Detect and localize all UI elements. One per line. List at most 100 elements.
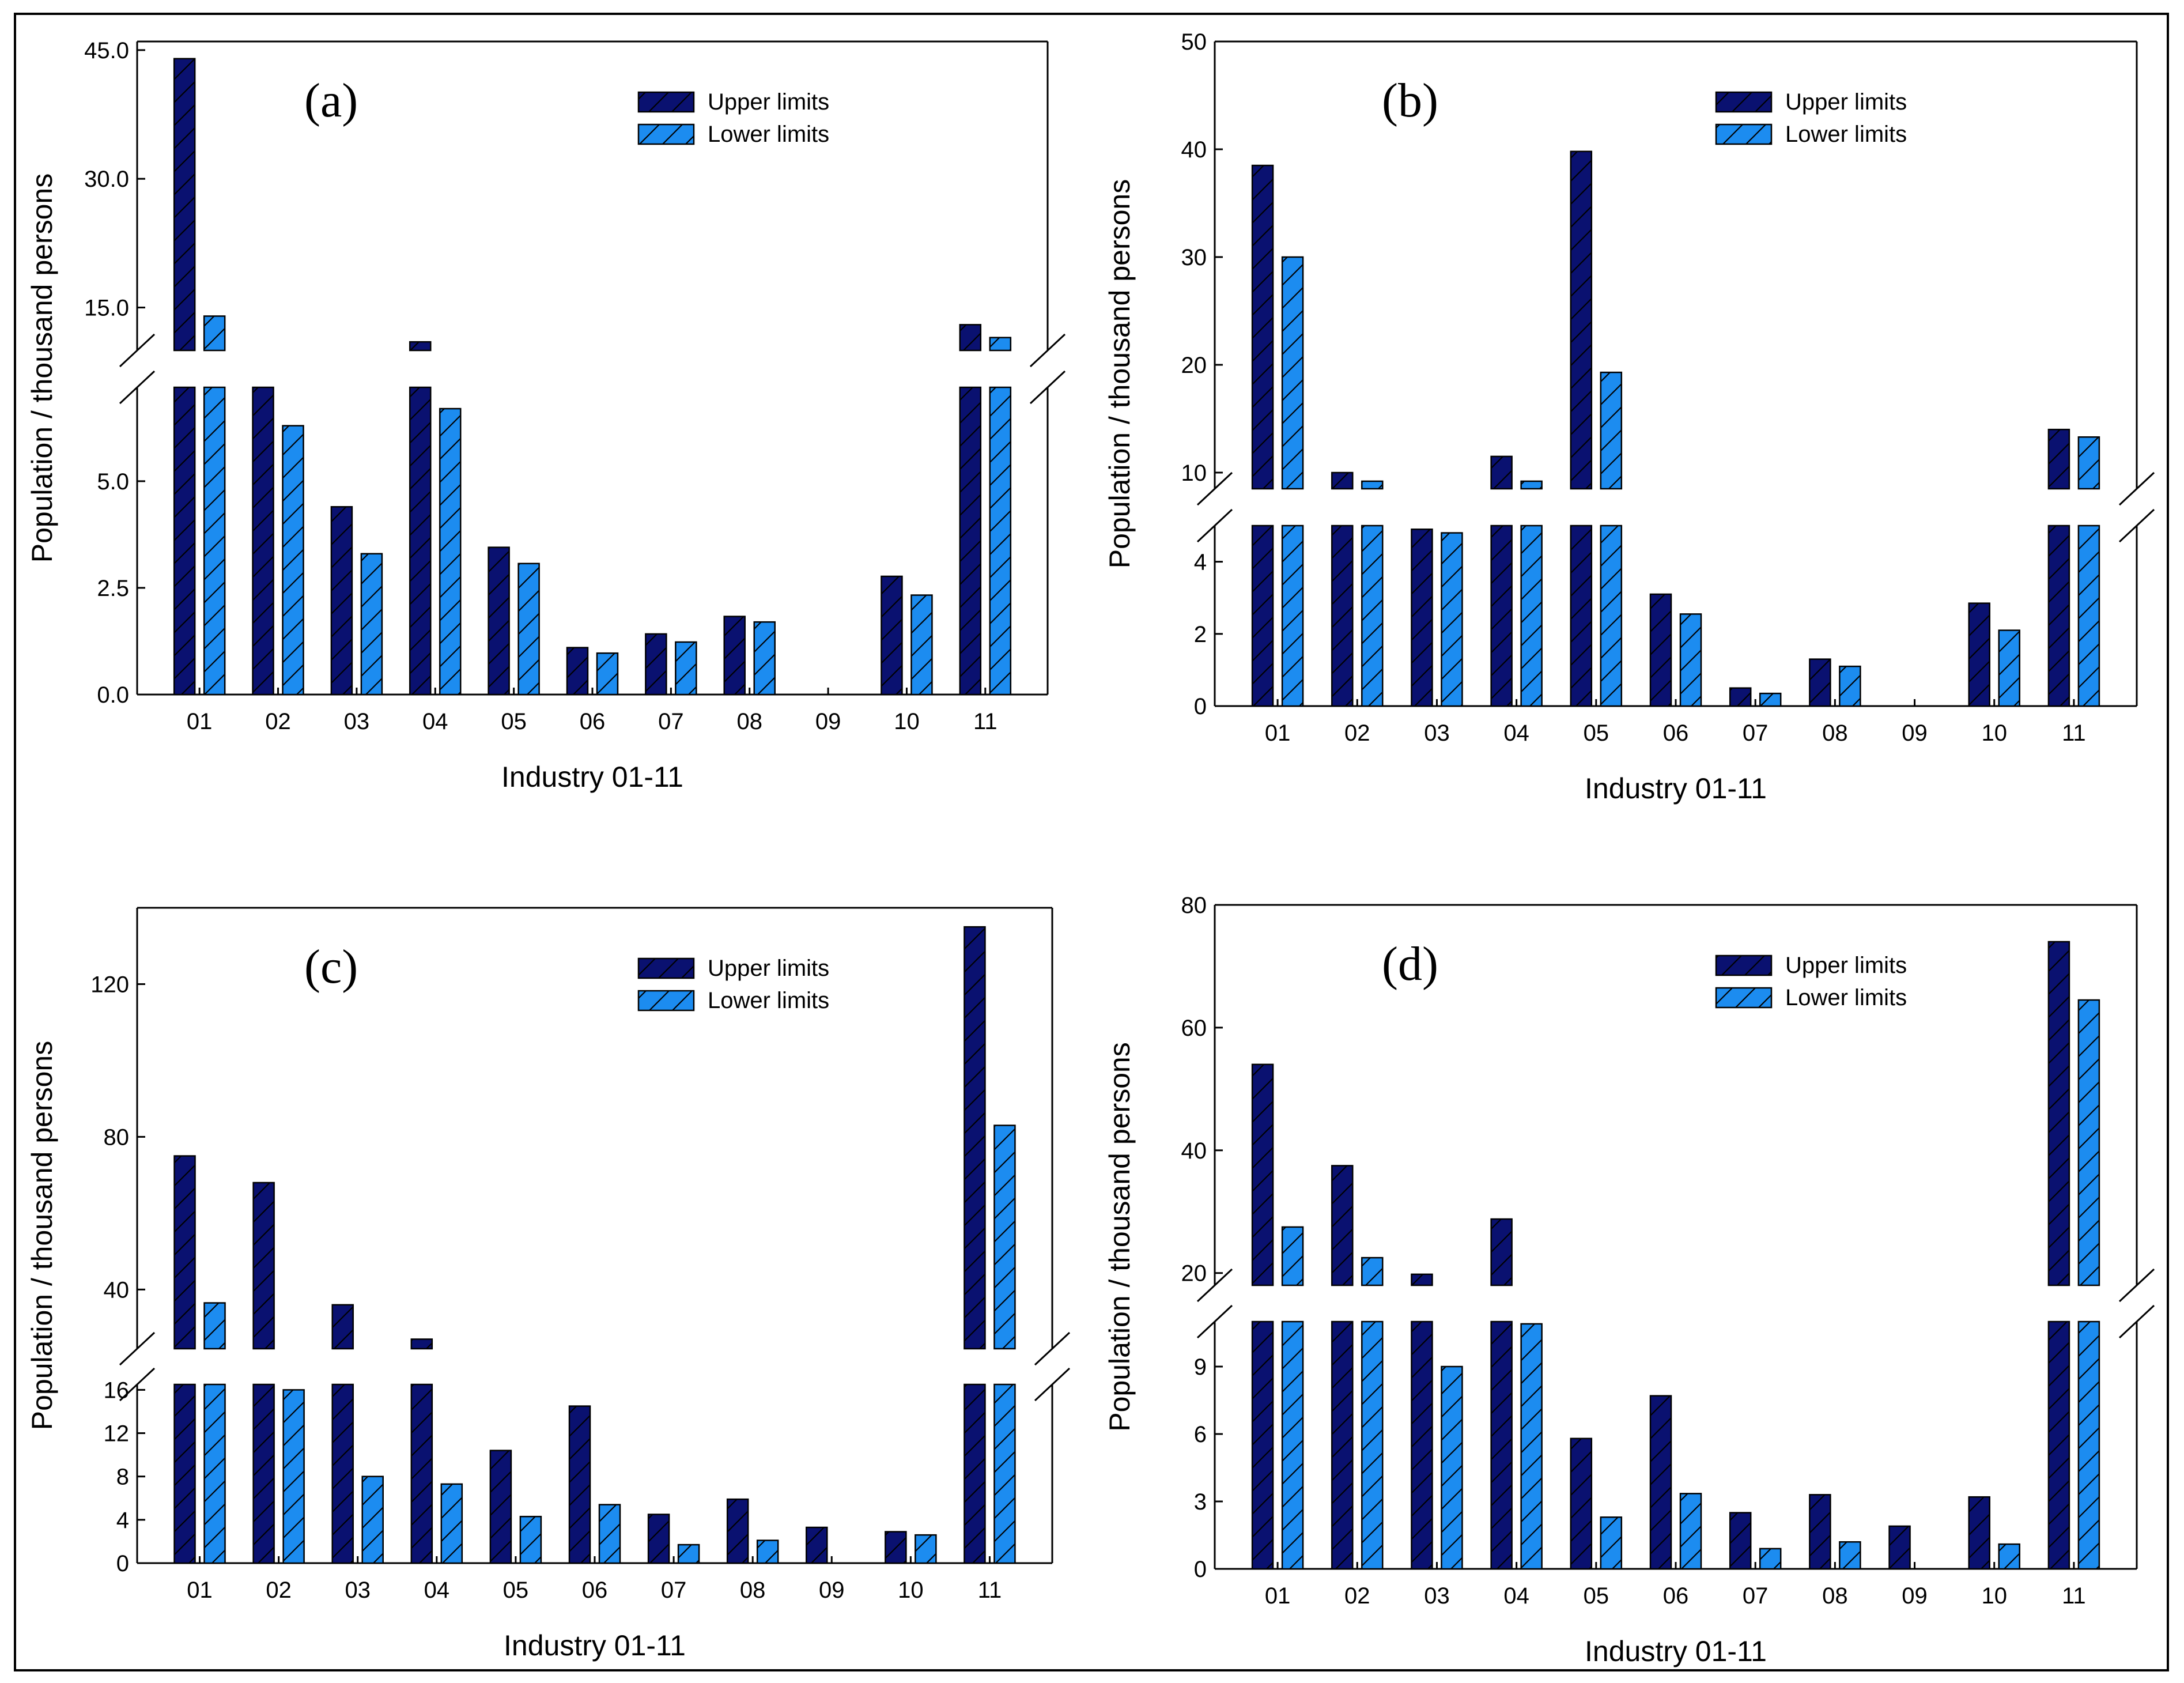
bar-hatch-lower-01-lower-part: [1282, 526, 1303, 706]
bar-hatch-lower-05: [1600, 1517, 1622, 1569]
break-mark-left-bottom: [1196, 508, 1233, 543]
bar-hatch-upper-05: [1570, 1438, 1592, 1569]
bar-hatch-upper-05: [490, 1450, 511, 1563]
x-tick-label: 04: [422, 709, 448, 734]
bar-hatch-upper-01-upper-part: [1252, 165, 1274, 489]
x-tick-label: 06: [582, 1578, 608, 1603]
bar-hatch-upper-07: [645, 633, 667, 695]
bar-hatch-lower-06: [1680, 1493, 1701, 1569]
bar-hatch-lower-02: [282, 425, 304, 695]
legend-swatch-hatch-upper: [638, 92, 694, 112]
legend-label-lower: Lower limits: [1785, 985, 1907, 1010]
bar-hatch-upper-11-upper-part: [2048, 429, 2069, 489]
bar-hatch-upper-10: [1968, 603, 1990, 706]
y-axis-title: Population / thousand persons: [1104, 1042, 1136, 1432]
bar-hatch-lower-10: [915, 1535, 936, 1563]
y-tick-label: 50: [1181, 29, 1207, 55]
bar-hatch-upper-01-lower-part: [174, 387, 195, 695]
y-tick-label: 0: [1194, 1557, 1207, 1582]
break-mark-right-top: [1034, 1331, 1071, 1366]
bar-hatch-lower-01-upper-part: [1282, 256, 1303, 489]
bar-hatch-lower-06: [1680, 614, 1701, 706]
x-tick-label: 05: [503, 1578, 529, 1603]
bar-hatch-upper-01-lower-part: [1252, 1322, 1274, 1569]
x-tick-label: 08: [740, 1578, 766, 1603]
bar-hatch-lower-01-upper-part: [204, 1303, 225, 1349]
y-tick-label: 30.0: [84, 167, 129, 192]
bar-hatch-lower-07: [1760, 693, 1781, 706]
x-tick-label: 07: [658, 709, 684, 734]
x-tick-label: 05: [501, 709, 527, 734]
y-tick-label: 60: [1181, 1016, 1207, 1041]
bar-hatch-upper-03-upper-part: [332, 1304, 353, 1349]
y-tick-label: 12: [104, 1421, 130, 1447]
bar-hatch-upper-06: [1650, 594, 1671, 706]
bar-hatch-upper-03-upper-part: [1411, 1274, 1433, 1285]
bar-hatch-upper-10: [1968, 1497, 1990, 1569]
bar-hatch-upper-04-lower-part: [410, 387, 431, 695]
x-tick-label: 08: [736, 709, 762, 734]
x-tick-label: 07: [1743, 1583, 1769, 1609]
bar-hatch-upper-02-upper-part: [253, 1182, 274, 1349]
x-tick-label: 10: [1981, 1583, 2007, 1609]
x-tick-label: 10: [898, 1578, 924, 1603]
bar-hatch-upper-06: [569, 1406, 590, 1563]
bar-hatch-upper-01-upper-part: [174, 1156, 195, 1349]
y-tick-label: 0: [1194, 694, 1207, 719]
bar-hatch-upper-11-lower-part: [959, 387, 981, 695]
bar-hatch-lower-07: [1760, 1548, 1781, 1569]
x-tick-label: 02: [266, 1578, 292, 1603]
x-axis-title: Industry 01-11: [1585, 772, 1767, 805]
x-tick-label: 11: [978, 1578, 1002, 1603]
y-axis-title: Population / thousand persons: [26, 173, 58, 563]
y-tick-label: 4: [116, 1508, 129, 1533]
break-mark-right-top: [2118, 1268, 2155, 1303]
bar-hatch-lower-05: [520, 1516, 541, 1563]
bar-hatch-lower-07: [678, 1545, 700, 1563]
bar-hatch-lower-08: [1839, 666, 1861, 706]
chart-panel-a: 0.0 2.5 5.0 15.0 30.0 45.0 01 02 03 04 05 06 07 08 09 1…: [26, 38, 1066, 793]
x-tick-label: 01: [187, 1578, 213, 1603]
x-tick-label: 11: [2062, 720, 2086, 746]
bar-hatch-lower-05-lower-part: [1600, 526, 1622, 706]
panel-label: (b): [1382, 74, 1438, 127]
x-axis-title: Industry 01-11: [504, 1629, 686, 1662]
legend-swatch-hatch-lower: [1716, 124, 1771, 144]
x-tick-label: 02: [1344, 720, 1370, 746]
bar-hatch-upper-11-upper-part: [959, 324, 981, 350]
x-tick-label: 10: [1981, 720, 2007, 746]
x-tick-label: 02: [1344, 1583, 1370, 1609]
bar-hatch-lower-01-upper-part: [204, 316, 225, 350]
bar-hatch-lower-02: [283, 1390, 304, 1563]
y-tick-label: 120: [90, 972, 129, 997]
bar-hatch-lower-08: [754, 622, 775, 695]
bar-hatch-lower-11-upper-part: [2078, 1000, 2099, 1285]
bar-hatch-lower-01-lower-part: [204, 1384, 225, 1563]
y-axis-title: Population / thousand persons: [26, 1041, 58, 1431]
y-tick-label: 10: [1181, 461, 1207, 486]
bar-hatch-upper-03-lower-part: [332, 1384, 353, 1563]
x-tick-label: 05: [1584, 720, 1609, 746]
bar-hatch-upper-10: [881, 576, 902, 695]
bar-hatch-lower-10: [1998, 630, 2020, 706]
bar-hatch-upper-06: [567, 647, 588, 695]
break-mark-left-top: [1196, 471, 1233, 506]
x-tick-label: 09: [1902, 720, 1928, 746]
x-tick-label: 04: [1503, 720, 1529, 746]
bar-hatch-upper-10: [885, 1531, 906, 1563]
break-mark-left-bottom: [119, 370, 156, 405]
legend-label-lower: Lower limits: [708, 122, 829, 147]
bar-hatch-upper-04-lower-part: [411, 1384, 432, 1563]
bar-hatch-upper-09: [1889, 1526, 1910, 1569]
x-tick-label: 01: [1265, 1583, 1291, 1609]
legend-swatch-hatch-upper: [1716, 92, 1771, 112]
bar-hatch-lower-06: [599, 1504, 620, 1563]
legend-swatch-hatch-lower: [638, 124, 694, 144]
bar-hatch-upper-09: [806, 1527, 827, 1563]
bar-hatch-upper-04-upper-part: [1491, 456, 1512, 489]
x-tick-label: 04: [1503, 1583, 1529, 1609]
x-tick-label: 09: [815, 709, 841, 734]
